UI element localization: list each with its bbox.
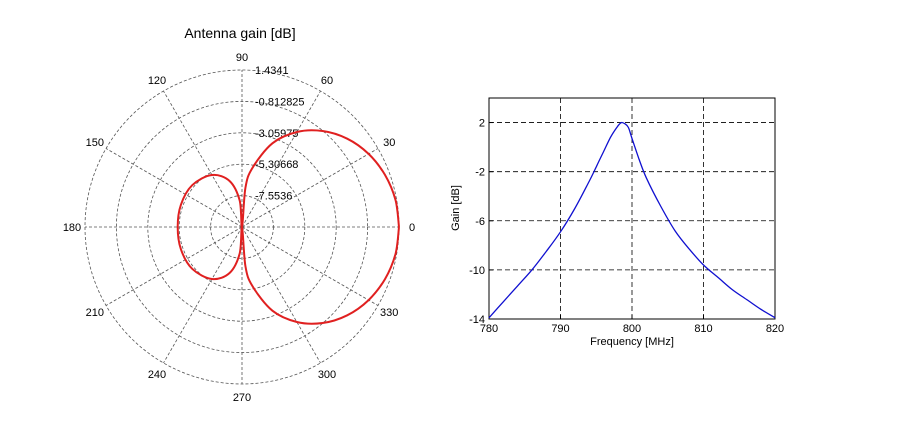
polar-angle-tick-label: 120 [148,75,166,87]
polar-angle-tick-label: 150 [86,137,104,149]
polar-spoke [241,148,379,228]
polar-radial-tick-label: -7.5536 [255,191,292,203]
polar-spoke [241,226,321,364]
polar-spoke [241,226,379,306]
polar-angle-tick-label: 30 [383,137,395,149]
polar-angle-tick-label: 210 [86,307,104,319]
polar-angle-tick-label: 90 [236,52,248,64]
line-y-tick-label: -2 [475,167,485,179]
line-x-tick-label: 820 [766,323,784,335]
line-x-tick-label: 800 [623,323,641,335]
polar-radial-tick-label: 1.4341 [255,65,289,77]
line-y-tick-labels: -14 -10 -6 -2 2 [469,118,485,326]
line-y-axis-label: Gain [dB] [450,185,462,231]
line-y-tick-label: -6 [475,216,485,228]
line-chart: 780 790 800 810 820 -14 -10 -6 -2 2 Frequency [M… [450,97,784,348]
line-x-tick-label: 790 [551,323,569,335]
polar-spoke [163,226,243,364]
line-y-tick-label: -10 [469,265,485,277]
polar-spoke [105,148,243,228]
line-gain-curve [488,121,776,319]
polar-radial-tick-label: -3.05975 [255,128,298,140]
line-x-axis-label: Frequency [MHz] [590,336,674,348]
polar-angle-tick-label: 300 [318,369,336,381]
polar-angle-tick-label: 330 [380,307,398,319]
line-y-tick-label: -14 [469,314,485,326]
line-series [488,121,776,319]
polar-angle-tick-label: 0 [409,222,415,234]
polar-series [176,129,400,325]
polar-radial-tick-label: -0.812825 [255,96,305,108]
polar-angle-tick-label: 180 [63,222,81,234]
line-x-tick-labels: 780 790 800 810 820 [480,323,784,335]
polar-angle-tick-label: 270 [233,392,251,404]
polar-title: Antenna gain [dB] [184,25,295,41]
line-y-tick-label: 2 [479,118,485,130]
polar-angle-labels: 0 30 60 90 120 150 180 210 240 270 300 330 [63,52,415,404]
polar-grid [84,69,400,385]
polar-gain-curve [176,129,400,325]
polar-spoke [105,226,243,306]
polar-chart: Antenna gain [dB] 0 30 60 90 120 150 180 210 240… [63,25,415,404]
line-x-tick-label: 780 [480,323,498,335]
line-grid [488,98,776,320]
polar-radial-tick-label: -5.30668 [255,159,298,171]
polar-ring [147,132,337,322]
polar-radial-labels: -7.5536 -5.30668 -3.05975 -0.812825 1.4341 [255,65,305,203]
polar-angle-tick-label: 240 [148,369,166,381]
polar-angle-tick-label: 60 [321,75,333,87]
polar-spoke [163,90,243,228]
line-x-tick-label: 810 [694,323,712,335]
polar-spoke [241,90,321,228]
